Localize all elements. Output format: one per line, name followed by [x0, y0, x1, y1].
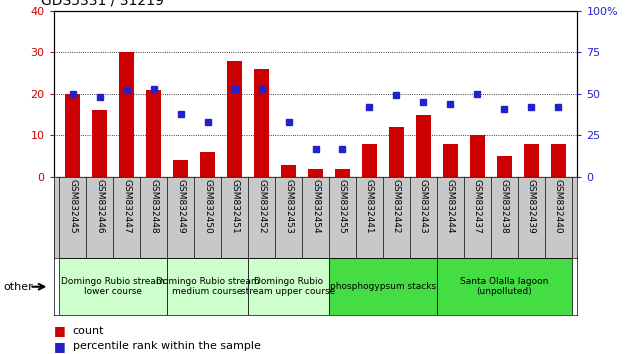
- Text: GSM832452: GSM832452: [257, 179, 266, 234]
- Text: GSM832453: GSM832453: [284, 179, 293, 234]
- Bar: [65, 94, 80, 177]
- Text: GSM832444: GSM832444: [446, 179, 455, 234]
- Bar: [146, 90, 161, 177]
- Bar: [524, 144, 539, 177]
- Text: GDS5331 / 31219: GDS5331 / 31219: [41, 0, 164, 7]
- Text: GSM832441: GSM832441: [365, 179, 374, 234]
- Text: Domingo Rubio
stream upper course: Domingo Rubio stream upper course: [242, 277, 336, 296]
- Text: GSM832440: GSM832440: [554, 179, 563, 234]
- Text: count: count: [73, 326, 104, 336]
- Bar: [281, 165, 296, 177]
- Text: GSM832451: GSM832451: [230, 179, 239, 234]
- Bar: [437, 258, 572, 315]
- Bar: [227, 61, 242, 177]
- Bar: [59, 258, 167, 315]
- Text: GSM832455: GSM832455: [338, 179, 347, 234]
- Text: Domingo Rubio stream
lower course: Domingo Rubio stream lower course: [61, 277, 165, 296]
- Text: GSM832447: GSM832447: [122, 179, 131, 234]
- Text: GSM832445: GSM832445: [68, 179, 77, 234]
- Text: GSM832446: GSM832446: [95, 179, 104, 234]
- Text: percentile rank within the sample: percentile rank within the sample: [73, 341, 261, 351]
- Bar: [92, 110, 107, 177]
- Text: GSM832448: GSM832448: [149, 179, 158, 234]
- Bar: [329, 258, 437, 315]
- Text: GSM832438: GSM832438: [500, 179, 509, 234]
- Bar: [119, 52, 134, 177]
- Text: GSM832443: GSM832443: [419, 179, 428, 234]
- Text: ■: ■: [54, 325, 66, 337]
- Text: GSM832439: GSM832439: [527, 179, 536, 234]
- Bar: [173, 160, 188, 177]
- Bar: [167, 258, 248, 315]
- Bar: [443, 144, 458, 177]
- Bar: [362, 144, 377, 177]
- Bar: [470, 135, 485, 177]
- Text: GSM832449: GSM832449: [176, 179, 185, 234]
- Bar: [335, 169, 350, 177]
- Text: GSM832450: GSM832450: [203, 179, 212, 234]
- Text: other: other: [3, 282, 33, 292]
- Bar: [308, 169, 323, 177]
- Bar: [551, 144, 566, 177]
- Text: ■: ■: [54, 340, 66, 353]
- Bar: [200, 152, 215, 177]
- Text: GSM832454: GSM832454: [311, 179, 320, 234]
- Text: GSM832442: GSM832442: [392, 179, 401, 234]
- Text: GSM832437: GSM832437: [473, 179, 482, 234]
- Text: Domingo Rubio stream
medium course: Domingo Rubio stream medium course: [156, 277, 259, 296]
- Text: phosphogypsum stacks: phosphogypsum stacks: [330, 282, 436, 291]
- Bar: [497, 156, 512, 177]
- Bar: [416, 115, 431, 177]
- Bar: [248, 258, 329, 315]
- Bar: [254, 69, 269, 177]
- Text: Santa Olalla lagoon
(unpolluted): Santa Olalla lagoon (unpolluted): [460, 277, 549, 296]
- Bar: [389, 127, 404, 177]
